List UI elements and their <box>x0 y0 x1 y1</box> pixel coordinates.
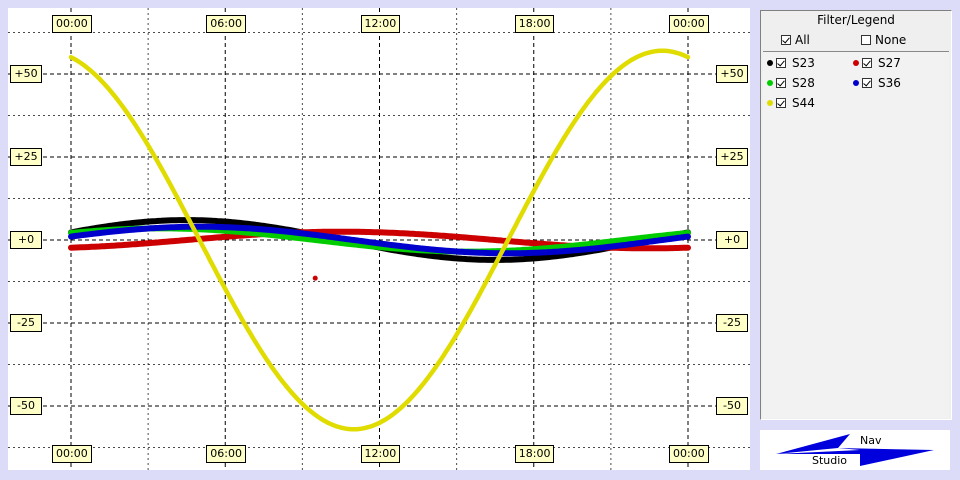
studio-label: Studio <box>812 454 848 467</box>
y-tick-label-right: +50 <box>716 65 748 83</box>
x-tick-label-top: 06:00 <box>206 15 246 33</box>
y-tick-label-left: -25 <box>10 314 42 332</box>
legend-item-s28[interactable]: S28 <box>767 76 815 90</box>
y-tick-label-left: +50 <box>10 65 42 83</box>
y-tick-label-left: -50 <box>10 397 42 415</box>
all-label: All <box>795 33 810 47</box>
none-checkbox[interactable] <box>861 35 871 45</box>
x-tick-label-top: 00:00 <box>52 15 92 33</box>
series-line-s44 <box>68 48 691 432</box>
series-line-s36 <box>68 223 691 257</box>
plot-panel[interactable]: 00:00 00:00 06:00 06:00 12:00 12:00 18:00 18:00… <box>8 8 750 470</box>
legend-label: S36 <box>878 76 901 90</box>
legend-label: S44 <box>792 96 815 110</box>
legend-color-dot <box>767 80 773 86</box>
chart-svg[interactable] <box>8 8 750 470</box>
nav-label: Nav <box>860 434 882 447</box>
legend-list: S23 S27 S28 S36 S44 <box>763 51 949 418</box>
all-checkbox-row[interactable]: All <box>781 33 810 47</box>
filter-legend-panel: Filter/Legend All None S23 S27 S28 S36 S44 <box>760 10 952 420</box>
y-tick-label-right: -50 <box>716 397 748 415</box>
legend-checkbox-s27[interactable] <box>862 58 872 68</box>
legend-title: Filter/Legend <box>817 13 895 27</box>
x-tick-label-bottom: 12:00 <box>360 445 401 463</box>
x-tick-label-bottom: 18:00 <box>514 445 555 463</box>
legend-color-dot <box>767 60 773 66</box>
none-label: None <box>875 33 907 47</box>
outlier-point-s27 <box>312 275 318 281</box>
legend-checkbox-s28[interactable] <box>776 78 786 88</box>
x-tick-label-top: 00:00 <box>669 15 709 33</box>
legend-color-dot <box>767 100 773 106</box>
legend-label: S27 <box>878 56 901 70</box>
legend-checkbox-s44[interactable] <box>776 98 786 108</box>
y-tick-label-right: +25 <box>716 148 748 166</box>
x-tick-label-top: 12:00 <box>360 15 401 33</box>
y-tick-label-right: +0 <box>716 231 748 249</box>
none-checkbox-row[interactable]: None <box>861 33 906 47</box>
all-checkbox[interactable] <box>781 35 791 45</box>
y-tick-label-left: +25 <box>10 148 42 166</box>
legend-checkbox-s23[interactable] <box>776 58 786 68</box>
legend-checkbox-s36[interactable] <box>862 78 872 88</box>
x-tick-label-top: 18:00 <box>514 15 555 33</box>
x-tick-label-bottom: 00:00 <box>669 445 709 463</box>
nav-studio-logo <box>776 434 934 466</box>
nav-studio-panel[interactable]: Nav Studio <box>760 430 950 470</box>
legend-item-s23[interactable]: S23 <box>767 56 815 70</box>
legend-item-s27[interactable]: S27 <box>853 56 901 70</box>
y-tick-label-right: -25 <box>716 314 748 332</box>
x-tick-label-bottom: 06:00 <box>206 445 246 463</box>
legend-color-dot <box>853 80 859 86</box>
legend-label: S23 <box>792 56 815 70</box>
y-tick-label-left: +0 <box>10 231 42 249</box>
legend-label: S28 <box>792 76 815 90</box>
x-tick-label-bottom: 00:00 <box>52 445 92 463</box>
legend-item-s36[interactable]: S36 <box>853 76 901 90</box>
legend-item-s44[interactable]: S44 <box>767 96 815 110</box>
legend-color-dot <box>853 60 859 66</box>
